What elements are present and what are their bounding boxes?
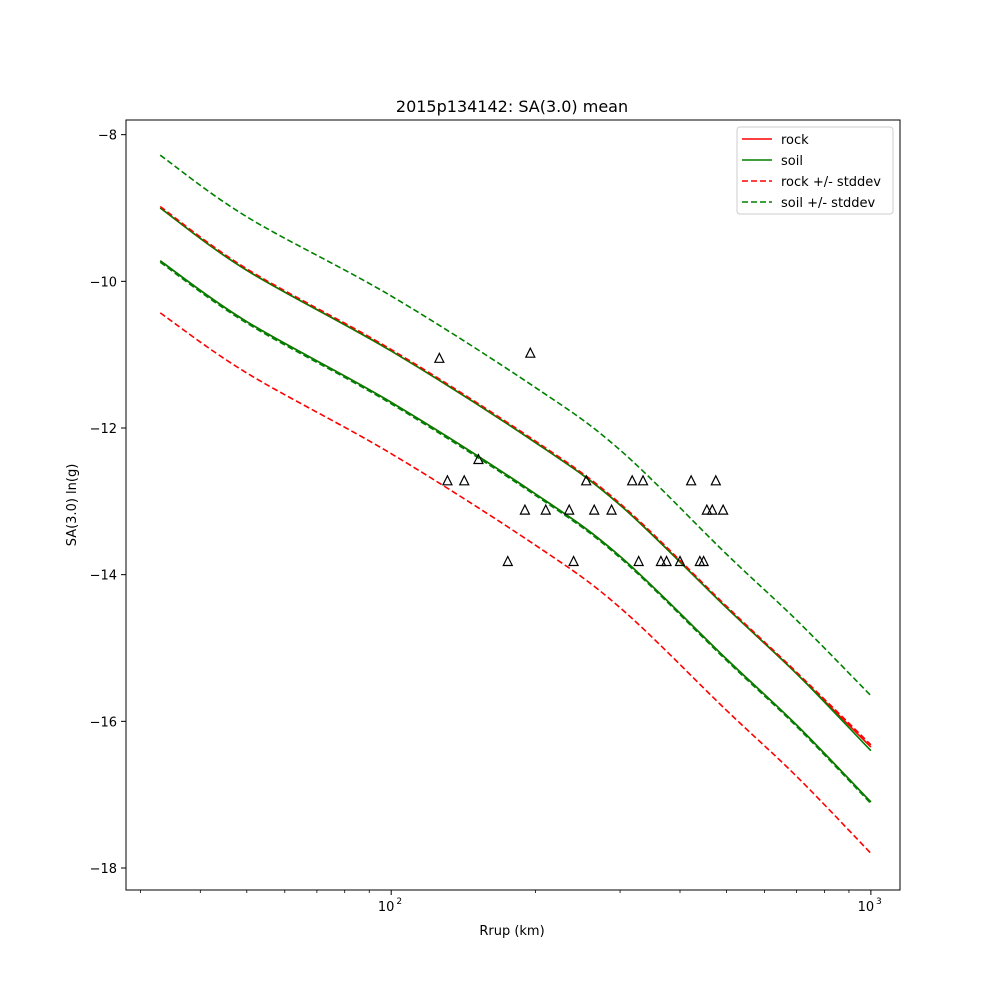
series-line-soil-stddev — [159, 154, 872, 697]
observation-marker — [717, 503, 729, 515]
legend-label: rock — [781, 133, 809, 148]
series-line-soil-stddev — [159, 261, 872, 805]
x-tick-label-exponent: 2 — [396, 897, 402, 907]
x-tick-label-base: 10 — [378, 900, 395, 915]
observation-marker — [519, 503, 531, 515]
x-tick-label-base: 10 — [858, 900, 875, 915]
y-tick-label: −8 — [98, 129, 117, 144]
observation-marker — [674, 555, 686, 567]
y-axis-label: SA(3.0) ln(g) — [65, 464, 80, 547]
chart-title: 2015p134142: SA(3.0) mean — [396, 97, 628, 116]
series-line-rock-stddev — [159, 312, 872, 854]
legend-box — [736, 126, 894, 215]
plot-frame — [125, 119, 901, 891]
observation-marker — [706, 503, 718, 515]
observation-marker — [568, 555, 580, 567]
legend-label: soil +/- stddev — [781, 196, 876, 211]
observation-marker — [580, 474, 592, 486]
observation-marker — [710, 474, 722, 486]
observation-marker — [701, 503, 713, 515]
y-tick-label: −18 — [90, 862, 117, 877]
legend-label: rock +/- stddev — [781, 175, 881, 190]
series-line-soil — [159, 207, 872, 752]
x-tick-label-exponent: 3 — [876, 897, 882, 907]
observation-marker — [588, 503, 600, 515]
series-line-rock-stddev — [159, 205, 872, 746]
observation-marker — [661, 555, 673, 567]
observation-marker — [458, 474, 470, 486]
observation-marker — [472, 453, 484, 465]
observation-marker — [524, 346, 536, 358]
observation-marker — [441, 474, 453, 486]
y-tick-label: −14 — [90, 569, 117, 584]
observation-marker — [502, 555, 514, 567]
observation-marker — [540, 503, 552, 515]
observation-marker — [655, 555, 667, 567]
y-tick-label: −12 — [90, 422, 117, 437]
observation-marker — [685, 474, 697, 486]
observation-marker — [433, 351, 445, 363]
observation-marker — [626, 474, 638, 486]
legend-label: soil — [781, 154, 803, 169]
observation-marker — [698, 555, 710, 567]
legend: rock soil rock +/- stddev soil +/- stddev — [736, 126, 894, 215]
observation-marker — [563, 503, 575, 515]
observation-points — [433, 346, 729, 567]
observation-marker — [633, 555, 645, 567]
observation-marker — [637, 474, 649, 486]
y-tick-label: −16 — [90, 715, 117, 730]
x-axis-label: Rrup (km) — [479, 924, 544, 939]
series-lines — [159, 154, 872, 854]
observation-marker — [606, 503, 618, 515]
y-tick-label: −10 — [90, 275, 117, 290]
